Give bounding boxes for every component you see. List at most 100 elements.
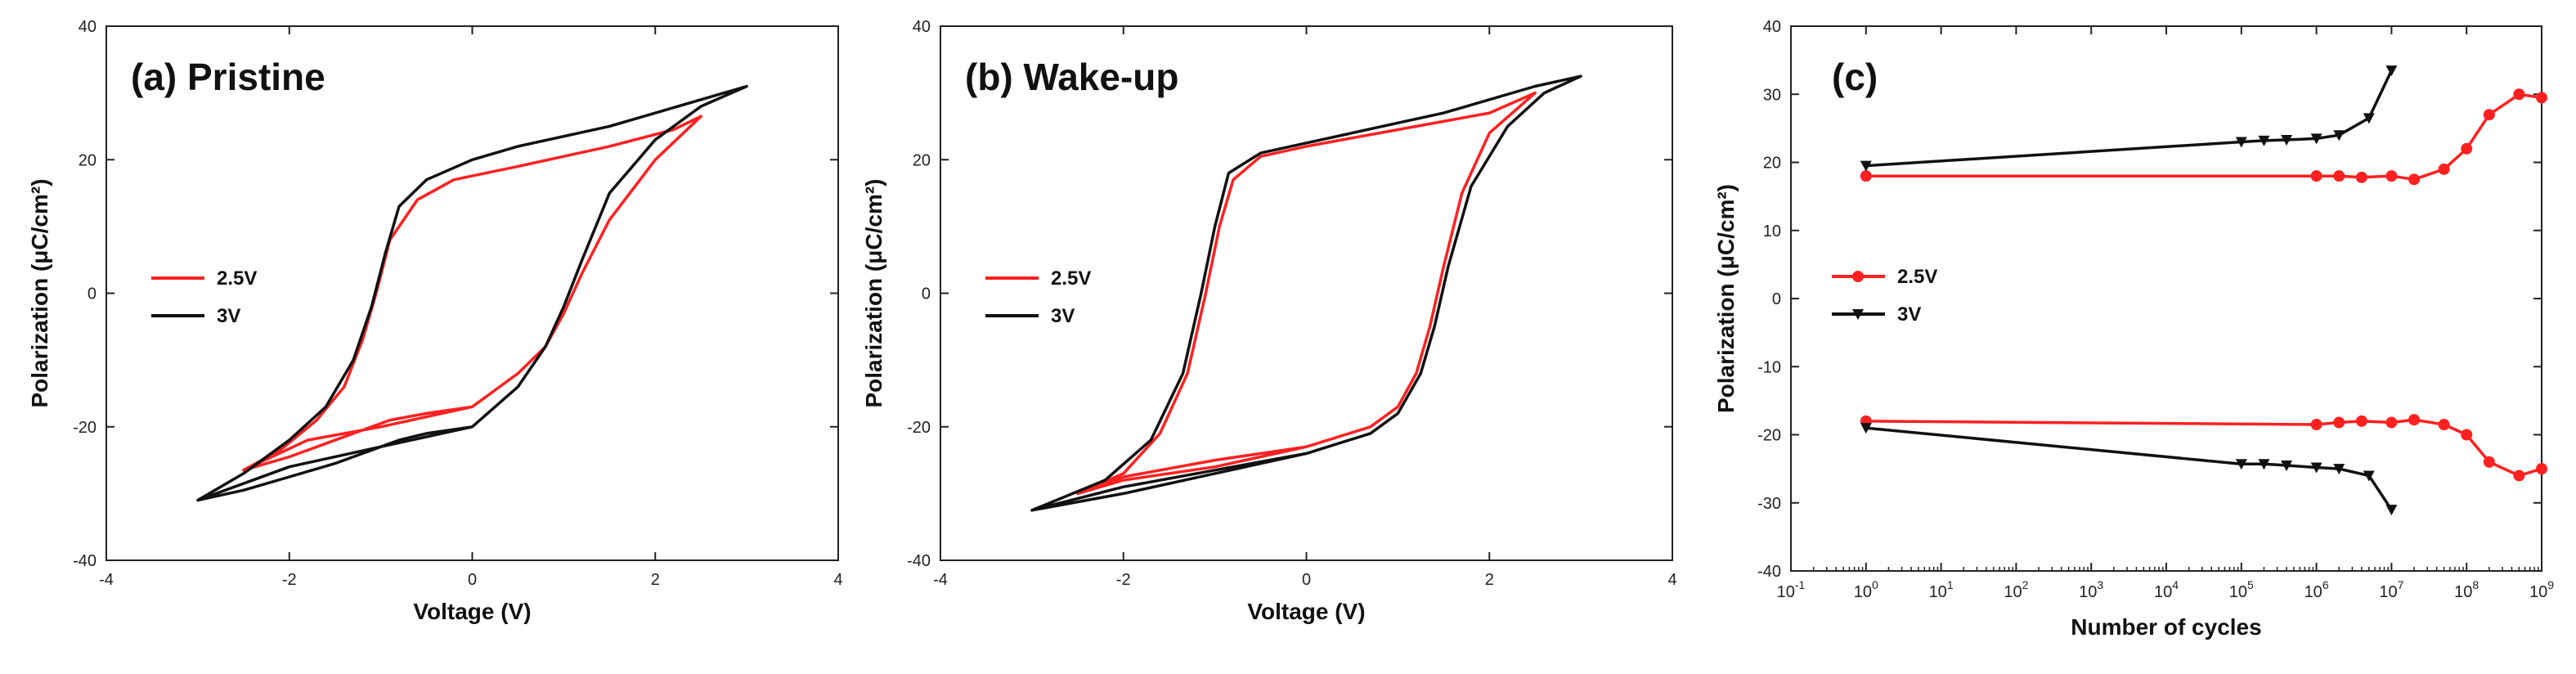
data-point — [2355, 171, 2367, 183]
y-tick-label: 40 — [79, 18, 96, 36]
y-tick-label: 20 — [913, 151, 931, 169]
y-tick-label: -40 — [73, 552, 96, 570]
data-point — [2438, 419, 2450, 431]
y-tick-label: 0 — [1772, 290, 1781, 308]
x-tick-label: 10-1 — [1777, 578, 1806, 601]
y-tick-label: -40 — [907, 552, 931, 570]
panel-title: (c) — [1832, 56, 1878, 98]
x-tick-label: 105 — [2229, 578, 2254, 601]
legend-label: 2.5V — [217, 267, 257, 290]
y-tick-label: -20 — [907, 419, 931, 437]
y-tick-label: 30 — [1763, 86, 1781, 104]
data-point — [2258, 459, 2270, 470]
x-axis-label: Voltage (V) — [413, 599, 531, 624]
data-point — [2385, 505, 2398, 516]
data-point — [2363, 470, 2375, 482]
data-point — [2310, 462, 2322, 474]
y-tick-label: 0 — [88, 285, 96, 303]
data-point — [2281, 135, 2293, 146]
data-point — [2355, 415, 2367, 427]
data-point — [2281, 460, 2293, 471]
y-tick-label: 40 — [913, 18, 931, 36]
data-point — [2536, 92, 2547, 104]
x-tick-label: 108 — [2454, 578, 2479, 601]
data-point — [2310, 170, 2322, 182]
data-point — [2461, 142, 2473, 155]
x-tick-label: 101 — [1929, 578, 1954, 601]
data-point — [2513, 88, 2525, 101]
x-tick-label: 107 — [2379, 578, 2403, 601]
y-axis-label: Polarization (μC/cm²) — [27, 178, 52, 407]
series-line-3v — [196, 84, 748, 502]
x-tick-label: 0 — [468, 571, 477, 589]
x-tick-label: 103 — [2079, 578, 2103, 601]
legend-marker — [1852, 271, 1864, 282]
y-tick-label: -20 — [73, 419, 96, 437]
series-line-3v — [1030, 74, 1582, 512]
x-tick-label: 106 — [2304, 578, 2329, 601]
x-tick-label: 4 — [833, 571, 842, 589]
data-point — [2333, 464, 2345, 475]
x-tick-label: -2 — [282, 571, 297, 589]
data-point — [2333, 416, 2345, 429]
data-point — [2536, 463, 2547, 475]
data-point — [2385, 65, 2398, 77]
panel-title: (b) Wake-up — [965, 56, 1179, 98]
data-point — [2333, 130, 2345, 142]
plot-frame — [105, 25, 839, 561]
x-tick-label: 102 — [2004, 578, 2028, 601]
data-point — [1860, 423, 1872, 434]
plot-frame — [940, 25, 1673, 561]
y-tick-label: 10 — [1763, 222, 1781, 240]
y-axis-label: Polarization (μC/cm²) — [1713, 184, 1739, 413]
x-tick-label: 2 — [1485, 571, 1494, 589]
data-point — [2385, 416, 2398, 429]
series-line-3v-pr- — [1865, 70, 2393, 168]
legend-label: 3V — [1897, 303, 1921, 326]
data-point — [2438, 163, 2450, 175]
y-tick-label: -40 — [1757, 563, 1781, 581]
data-point — [2235, 137, 2247, 148]
data-point — [2483, 109, 2495, 121]
data-point — [1860, 160, 1872, 172]
x-axis-label: Voltage (V) — [1247, 599, 1365, 624]
y-tick-label: 20 — [1763, 155, 1781, 173]
data-point — [2363, 113, 2375, 124]
series-line-2-5v — [242, 115, 702, 472]
data-point — [2513, 470, 2525, 482]
legend-label: 3V — [217, 305, 240, 327]
legend-label: 2.5V — [1051, 267, 1091, 290]
data-point — [2310, 133, 2322, 145]
data-point — [2483, 456, 2495, 468]
series-line-2-5v — [1076, 91, 1537, 496]
y-tick-label: 0 — [922, 285, 931, 303]
data-point — [2408, 414, 2421, 426]
data-point — [2385, 170, 2398, 182]
data-point — [2408, 173, 2421, 186]
x-tick-label: 2 — [651, 571, 660, 589]
y-tick-label: 20 — [79, 151, 96, 169]
x-tick-label: 100 — [1854, 578, 1878, 601]
legend-label: 2.5V — [1897, 266, 1937, 288]
x-axis-label: Number of cycles — [2071, 614, 2261, 640]
legend-label: 3V — [1051, 305, 1075, 327]
panel-title: (a) Pristine — [131, 56, 325, 98]
data-point — [2235, 459, 2247, 470]
data-point — [2461, 429, 2473, 441]
x-tick-label: 104 — [2154, 578, 2179, 601]
x-tick-label: -4 — [99, 571, 114, 589]
x-tick-label: 4 — [1667, 571, 1676, 589]
panel-c-cycling: -40 -30 -20 -10 0 10 20 30 40 10-1 100 101 102 103 104… — [1713, 18, 2554, 640]
y-axis-label: Polarization (μC/cm²) — [861, 178, 886, 407]
series-line-3v-pr- — [1865, 426, 2393, 511]
legend-marker — [1852, 309, 1864, 320]
data-point — [2258, 135, 2270, 146]
y-tick-label: -10 — [1757, 358, 1781, 376]
x-tick-label: 109 — [2529, 578, 2554, 601]
data-point — [1860, 170, 1872, 182]
y-tick-label: -20 — [1757, 427, 1781, 445]
x-tick-label: -2 — [1116, 571, 1131, 589]
